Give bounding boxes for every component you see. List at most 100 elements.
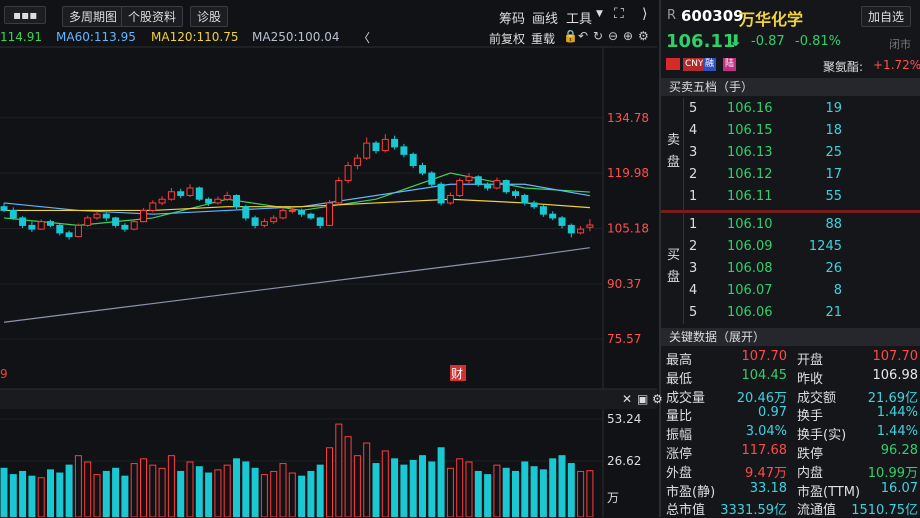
level: 2 [689, 167, 698, 182]
volume-bar [195, 466, 203, 517]
candle-body [307, 213, 315, 219]
dropdown-icon[interactable]: ▼ [596, 9, 603, 19]
key-value: 9.47万 [745, 465, 787, 481]
candle-body [577, 228, 585, 234]
y-tick-label: 119.98 [607, 166, 649, 180]
tool-link[interactable]: 重载 [531, 32, 556, 46]
candle-body [223, 194, 231, 200]
ma-legend: MA60:113.95 [56, 30, 136, 44]
candle-body [437, 183, 445, 204]
volume-bar [140, 458, 147, 517]
tool-link[interactable]: 工具 [566, 12, 593, 27]
volume-bar [326, 447, 333, 517]
volume-bar [381, 450, 389, 517]
icon[interactable]: ⊖ [608, 29, 619, 43]
candle-body [539, 206, 547, 215]
icon[interactable]: ⚙ [638, 29, 649, 43]
key-label: 外盘 [666, 465, 693, 481]
key-value: 106.98 [872, 367, 919, 383]
volume-bar [307, 470, 315, 517]
candle-body [549, 213, 557, 219]
ma-legend: MA120:110.75 [151, 30, 239, 44]
key-label: 换手 [797, 409, 824, 425]
icon[interactable]: ⚙ [652, 392, 663, 406]
icon[interactable]: ⛶ [614, 6, 624, 22]
volume-bar [223, 464, 231, 517]
icon[interactable]: ↶ [578, 29, 589, 43]
event-marker: 财 [451, 367, 463, 381]
bid-volume: 26 [825, 261, 842, 276]
key-value: 1510.75亿 [851, 503, 918, 518]
key-value: 1.44% [876, 424, 918, 440]
tool-link[interactable]: 筹码 [499, 12, 526, 27]
icon[interactable]: ✕ [622, 392, 633, 406]
change: -0.87 [751, 34, 785, 49]
collapse-icon[interactable]: 〈 [358, 31, 371, 45]
key-value: 107.70 [872, 349, 919, 364]
candle-body [456, 180, 464, 196]
bid-price: 106.12 [727, 167, 773, 182]
volume-bar [56, 472, 64, 517]
tool-link[interactable]: 画线 [532, 12, 559, 27]
ma-line [4, 198, 590, 212]
icon[interactable]: ⊕ [623, 29, 634, 43]
bid-volume: 18 [825, 123, 842, 138]
menu-button[interactable]: ▪▪▪ [4, 6, 47, 24]
candle-body [512, 191, 519, 196]
y-tick-label: 90.37 [607, 277, 641, 291]
candle-body [93, 213, 101, 219]
volume-bar [149, 464, 157, 517]
candle-body [279, 209, 287, 219]
y-tick-label: 134.78 [607, 111, 649, 125]
candle-body [465, 176, 473, 182]
icon[interactable]: ⟩ [642, 6, 648, 22]
volume-bar [419, 455, 426, 517]
add-watch[interactable]: 加自选 [861, 6, 912, 27]
stock-name: 万华化学 [739, 10, 804, 29]
candle-body [177, 191, 185, 196]
icon[interactable]: 🔒 [563, 29, 578, 43]
candle-body [28, 224, 36, 230]
icon[interactable]: ▣ [637, 392, 649, 406]
bid-price: 106.06 [727, 305, 773, 320]
volume-bar [47, 469, 54, 517]
sector-pct: +1.72% [873, 58, 920, 72]
stock-code: 600309 [681, 7, 744, 25]
candle-body [130, 221, 138, 230]
bid-price: 106.08 [727, 261, 773, 276]
candle-body [428, 172, 436, 185]
level: 2 [689, 239, 698, 254]
icon[interactable]: ↻ [593, 29, 604, 43]
key-value: 117.68 [741, 443, 788, 458]
key-value: 20.46万 [736, 390, 787, 406]
candle-body [381, 138, 389, 152]
volume-bar [465, 461, 473, 517]
candle-body [186, 187, 194, 196]
volume-bar [493, 464, 501, 517]
candle-body [251, 217, 259, 226]
volume-bar [65, 464, 73, 517]
candle-body [400, 146, 408, 155]
tool-button[interactable]: 个股资料 [121, 6, 184, 27]
volume-header [0, 389, 657, 409]
candle-body [214, 198, 222, 204]
volume-bar [586, 470, 594, 517]
tool-button[interactable]: 诊股 [190, 6, 229, 27]
candle-body [19, 217, 27, 226]
candle-body [335, 180, 343, 204]
volume-bar [372, 463, 380, 517]
tool-link[interactable]: 前复权 [489, 32, 526, 46]
bid-volume: 19 [825, 101, 842, 116]
volume-bar [484, 474, 492, 517]
section-title: 买卖五档（手） [661, 78, 920, 96]
volume-bar [121, 475, 129, 517]
candle-body [521, 194, 529, 204]
pct: -0.81% [795, 34, 841, 49]
level: 5 [689, 305, 698, 320]
key-label: 最高 [666, 353, 693, 368]
key-label: 内盘 [797, 465, 824, 481]
key-label: 市盈(TTM) [797, 484, 861, 500]
level: 4 [689, 283, 698, 298]
volume-bar [316, 464, 324, 517]
tool-button[interactable]: 多周期图 [62, 6, 125, 27]
